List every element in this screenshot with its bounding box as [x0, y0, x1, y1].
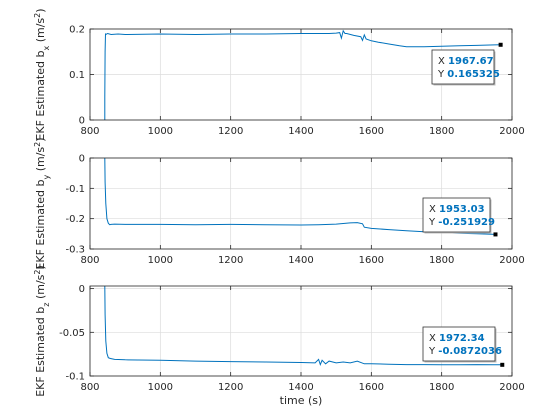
y-tick-label: -0.1	[65, 184, 85, 195]
axes-1: 800 1000 1200 1400 1600 1800 2000 0 0.1 0.2 EKF Es…	[33, 8, 525, 140]
x-tick-label: 2000	[499, 255, 524, 266]
datatip-box[interactable]	[431, 49, 495, 85]
y-tick-label: 0	[79, 154, 85, 165]
x-tick-label: 2000	[499, 382, 524, 393]
datatip-2[interactable]: X 1953.03 Y -0.251929	[422, 197, 498, 237]
datatip-1[interactable]: X 1967.67 Y 0.165325	[431, 42, 503, 86]
x-tick-label: 1800	[429, 255, 454, 266]
x-tick-label: 800	[80, 382, 99, 393]
x-tick-label: 1000	[148, 255, 173, 266]
y-axis-label: EKF Estimated bz (m/s2)	[33, 265, 51, 397]
y-tick-label: -0.1	[65, 372, 85, 383]
axes-2: 800 1000 1200 1400 1600 1800 2000 -0.3 -0.2 -0.1 0…	[33, 137, 525, 269]
y-tick-label: -0.3	[65, 245, 85, 256]
y-tick-label: -0.05	[59, 328, 85, 339]
y-tick-label: 0.1	[69, 70, 85, 81]
datatip-box[interactable]	[422, 197, 491, 233]
series-line-2	[104, 158, 496, 235]
y-axis-label: EKF Estimated by (m/s2)	[33, 137, 51, 269]
x-tick-label: 800	[80, 255, 99, 266]
x-tick-label: 1600	[359, 382, 384, 393]
x-tick-label: 800	[80, 126, 99, 137]
y-tick-label: 0	[79, 284, 85, 295]
series-line-1	[104, 29, 501, 120]
x-tick-label: 1400	[288, 126, 313, 137]
axes-3: 800 1000 1200 1400 1600 1800 2000 -0.1 -0.05 0 EKF…	[33, 265, 525, 407]
datatip-x-readout: X 1953.03	[429, 204, 485, 215]
y-tick-label: -0.2	[65, 214, 85, 225]
datatip-marker[interactable]	[493, 232, 498, 237]
x-tick-label: 1200	[218, 126, 243, 137]
x-tick-label: 1200	[218, 255, 243, 266]
datatip-box[interactable]	[422, 326, 496, 362]
y-axis-label: EKF Estimated bx (m/s2)	[33, 8, 51, 140]
x-tick-label: 1600	[359, 255, 384, 266]
datatip-3[interactable]: X 1972.34 Y -0.0872036	[422, 326, 505, 367]
datatip-x-readout: X 1972.34	[429, 333, 485, 344]
x-tick-label: 1400	[288, 382, 313, 393]
datatip-y-readout: Y -0.251929	[428, 217, 495, 228]
x-tick-label: 1600	[359, 126, 384, 137]
series-line-3	[104, 286, 503, 367]
datatip-marker[interactable]	[498, 42, 503, 47]
y-tick-label: 0	[79, 116, 85, 127]
x-tick-label: 1000	[148, 382, 173, 393]
x-tick-label: 1400	[288, 255, 313, 266]
datatip-y-readout: Y 0.165325	[437, 69, 500, 80]
y-tick-label: 0.2	[69, 25, 85, 36]
x-tick-label: 1000	[148, 126, 173, 137]
datatip-marker[interactable]	[500, 362, 505, 367]
x-axis-label: time (s)	[280, 394, 323, 407]
x-tick-label: 1800	[429, 126, 454, 137]
x-tick-label: 1200	[218, 382, 243, 393]
datatip-y-readout: Y -0.0872036	[428, 346, 502, 357]
datatip-x-readout: X 1967.67	[438, 56, 494, 67]
x-tick-label: 2000	[499, 126, 524, 137]
x-tick-label: 1800	[429, 382, 454, 393]
